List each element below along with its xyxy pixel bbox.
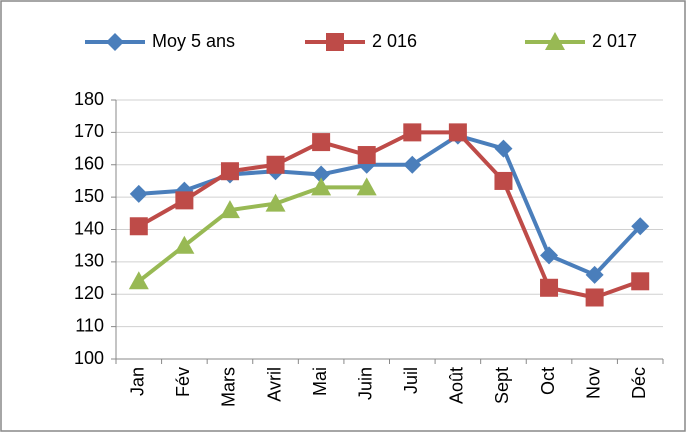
legend-marker bbox=[545, 32, 565, 50]
y-tick-label: 170 bbox=[74, 121, 104, 141]
y-tick-label: 120 bbox=[74, 283, 104, 303]
x-tick-label: Oct bbox=[538, 367, 558, 395]
marker bbox=[631, 217, 650, 236]
legend-label: Moy 5 ans bbox=[152, 31, 235, 51]
x-tick-label: Juin bbox=[355, 367, 375, 400]
marker bbox=[494, 139, 513, 158]
marker bbox=[494, 171, 513, 190]
marker bbox=[357, 146, 376, 165]
marker bbox=[540, 246, 559, 265]
x-tick-label: Août bbox=[447, 367, 467, 404]
y-tick-label: 150 bbox=[74, 186, 104, 206]
marker bbox=[265, 193, 286, 212]
y-tick-label: 130 bbox=[74, 251, 104, 271]
y-tick-label: 100 bbox=[74, 348, 104, 368]
marker bbox=[129, 184, 148, 203]
marker bbox=[129, 217, 148, 236]
y-tick-label: 110 bbox=[75, 315, 104, 335]
y-tick-label: 180 bbox=[74, 89, 104, 109]
marker bbox=[175, 191, 194, 210]
x-tick-label: Jan bbox=[128, 367, 148, 396]
marker bbox=[311, 177, 332, 196]
legend-marker bbox=[106, 33, 124, 51]
marker bbox=[448, 123, 467, 142]
marker bbox=[312, 165, 331, 184]
x-tick-label: Avril bbox=[264, 367, 284, 402]
y-tick-label: 140 bbox=[74, 218, 104, 238]
x-tick-label: Mars bbox=[219, 367, 239, 407]
marker bbox=[585, 288, 604, 307]
marker bbox=[356, 177, 377, 196]
x-tick-label: Nov bbox=[583, 367, 603, 399]
marker bbox=[219, 200, 240, 219]
marker bbox=[403, 155, 422, 174]
marker bbox=[585, 265, 604, 284]
legend-label: 2 016 bbox=[372, 31, 417, 51]
marker bbox=[266, 155, 285, 174]
legend-marker bbox=[326, 33, 344, 51]
x-tick-label: Fév bbox=[173, 367, 193, 397]
y-tick-label: 160 bbox=[74, 154, 104, 174]
marker bbox=[540, 278, 559, 297]
marker bbox=[128, 271, 149, 290]
x-tick-label: Déc bbox=[629, 367, 649, 399]
marker bbox=[220, 162, 239, 181]
x-tick-label: Mai bbox=[310, 367, 330, 396]
marker bbox=[312, 133, 331, 152]
marker bbox=[631, 272, 650, 291]
x-tick-label: Sept bbox=[492, 367, 512, 404]
marker bbox=[174, 235, 195, 254]
x-tick-label: Juil bbox=[401, 367, 421, 394]
legend-label: 2 017 bbox=[592, 31, 637, 51]
marker bbox=[403, 123, 422, 142]
